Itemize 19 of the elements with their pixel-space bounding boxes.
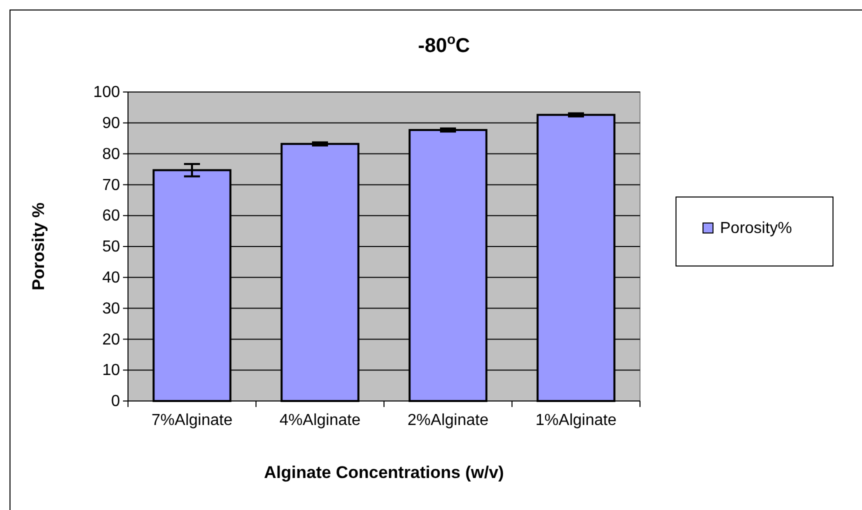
x-tick-label: 7%Alginate [152,412,233,429]
y-tick-label: 90 [102,115,120,132]
y-axis-title: Porosity % [29,202,48,290]
y-tick-label: 30 [102,300,120,318]
y-tick-label: 70 [102,176,120,194]
y-tick-label: 10 [102,362,120,380]
y-tick-label: 20 [102,331,120,348]
x-tick-label: 2%Alginate [408,412,489,429]
y-tick-label: 40 [102,270,120,287]
x-axis-title: Alginate Concentrations (w/v) [264,463,504,482]
y-tick-label: 100 [93,84,120,102]
chart-title: -80$^{o}$C [418,31,470,57]
y-tick-label: 60 [102,208,120,225]
legend-label: Porosity% [720,220,792,237]
x-tick-label: 1%Alginate [536,412,617,429]
y-tick-label: 0 [111,393,120,410]
y-tick-label: 50 [102,238,120,256]
y-tick-label: 80 [102,146,120,163]
x-tick-label: 4%Alginate [280,412,361,429]
